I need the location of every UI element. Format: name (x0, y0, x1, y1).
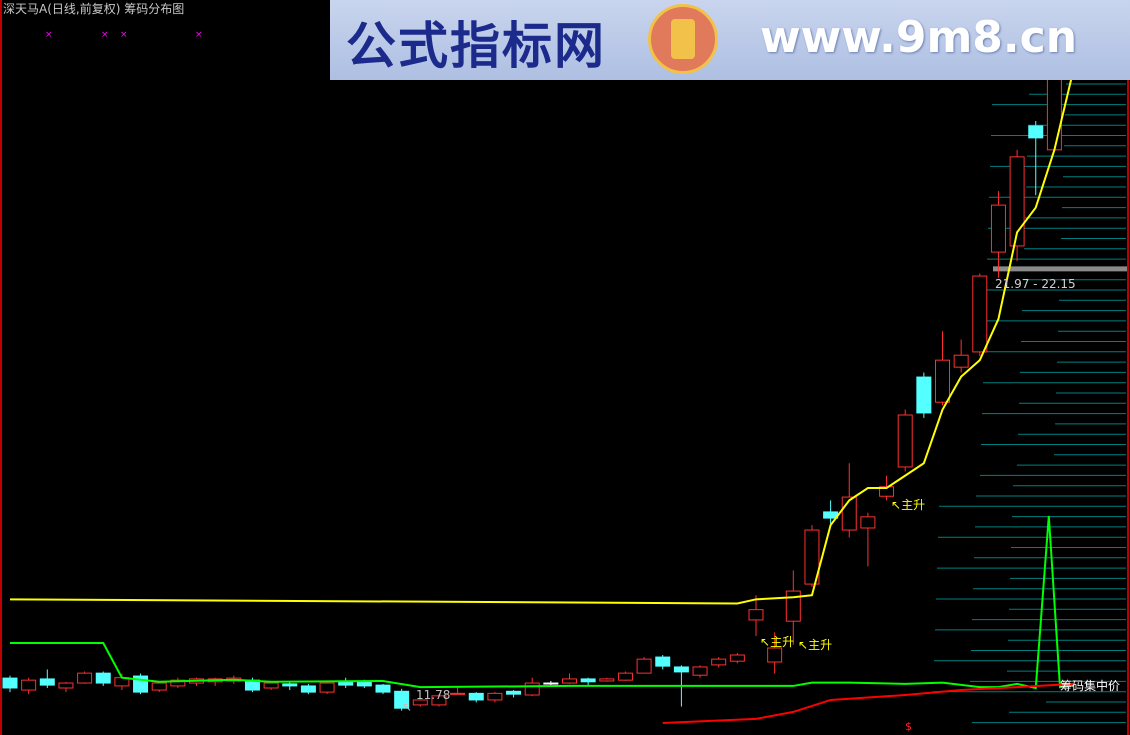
candle-up (879, 486, 895, 497)
candle-up (543, 682, 559, 685)
red-indicator-line (662, 682, 1074, 725)
candle-up (599, 678, 615, 682)
candle-up (319, 682, 335, 693)
candle-down (1028, 125, 1044, 139)
chip-range-label: 21.97 - 22.15 (995, 277, 1076, 291)
candle-up (748, 609, 764, 621)
main-rise-text: 主升 (808, 638, 833, 652)
candle-up (524, 682, 540, 696)
candle-down (356, 681, 372, 687)
candle-down (375, 684, 391, 693)
candle-up (972, 275, 988, 353)
yellow-indicator-line (9, 71, 1075, 605)
arrow-icon: ↖ (798, 638, 809, 652)
main-rise-label-3: ↖主升 (891, 496, 925, 513)
candle-up (58, 682, 74, 689)
chart-title: 深天马A(日线,前复权) 筹码分布图 (3, 2, 185, 16)
candle-up (953, 354, 969, 368)
candle-down (300, 685, 316, 693)
signal-marker: × (195, 30, 203, 40)
candle-up (767, 647, 783, 663)
candle-up (860, 516, 876, 529)
candle-up (711, 658, 727, 666)
candle-down (2, 677, 18, 689)
candle-down (282, 683, 298, 687)
candle-up (897, 414, 913, 468)
candle-down (39, 678, 55, 686)
main-rise-label-2: ↖主升 (798, 636, 832, 653)
watermark-banner: 公式指标网 www.9m8.cn (330, 0, 1130, 80)
candle-down (95, 672, 111, 684)
low-price-label: 11.78 (416, 688, 451, 702)
candle-up (804, 529, 820, 585)
candle-up (170, 679, 186, 687)
candle-up (636, 658, 652, 674)
main-rise-text: 主升 (770, 635, 795, 649)
candle-up (487, 692, 503, 701)
candle-up (785, 590, 801, 622)
candle-up (562, 678, 577, 684)
candle-down (673, 666, 689, 673)
main-rise-label-1: ↖主升 (760, 633, 794, 650)
candle-up (21, 679, 37, 691)
chip-concentration-label: 筹码集中价 (1060, 679, 1121, 693)
watermark-site-name: 公式指标网 (346, 17, 606, 75)
dollar-marker: $ (905, 720, 912, 733)
main-rise-text: 主升 (901, 498, 926, 512)
signal-marker: × (120, 30, 128, 40)
chip-concentration-bar (993, 266, 1127, 272)
arrow-icon: ↖ (891, 498, 902, 512)
candle-down (916, 376, 932, 414)
candle-up (151, 682, 167, 691)
signal-marker: × (101, 30, 109, 40)
candle-down (655, 656, 671, 667)
low-arrow-icon: ↖ (402, 700, 413, 714)
candle-up (412, 699, 428, 706)
candle-up (729, 654, 745, 662)
candle-down (468, 692, 484, 701)
watermark-url: www.9m8.cn (760, 12, 1078, 63)
candle-up (450, 692, 466, 695)
candle-up (692, 666, 708, 676)
candle-up (935, 359, 950, 403)
candle-up (77, 672, 93, 684)
candle-up (1009, 156, 1025, 247)
signal-marker: × (45, 30, 53, 40)
candle-down (506, 690, 522, 695)
arrow-icon: ↖ (760, 635, 771, 649)
candle-up (617, 672, 633, 681)
candle-up (990, 204, 1006, 253)
candle-down (394, 690, 410, 709)
candle-up (431, 695, 447, 706)
candle-up (263, 682, 279, 689)
watermark-logo-icon (648, 4, 718, 74)
candle-down (580, 678, 596, 683)
